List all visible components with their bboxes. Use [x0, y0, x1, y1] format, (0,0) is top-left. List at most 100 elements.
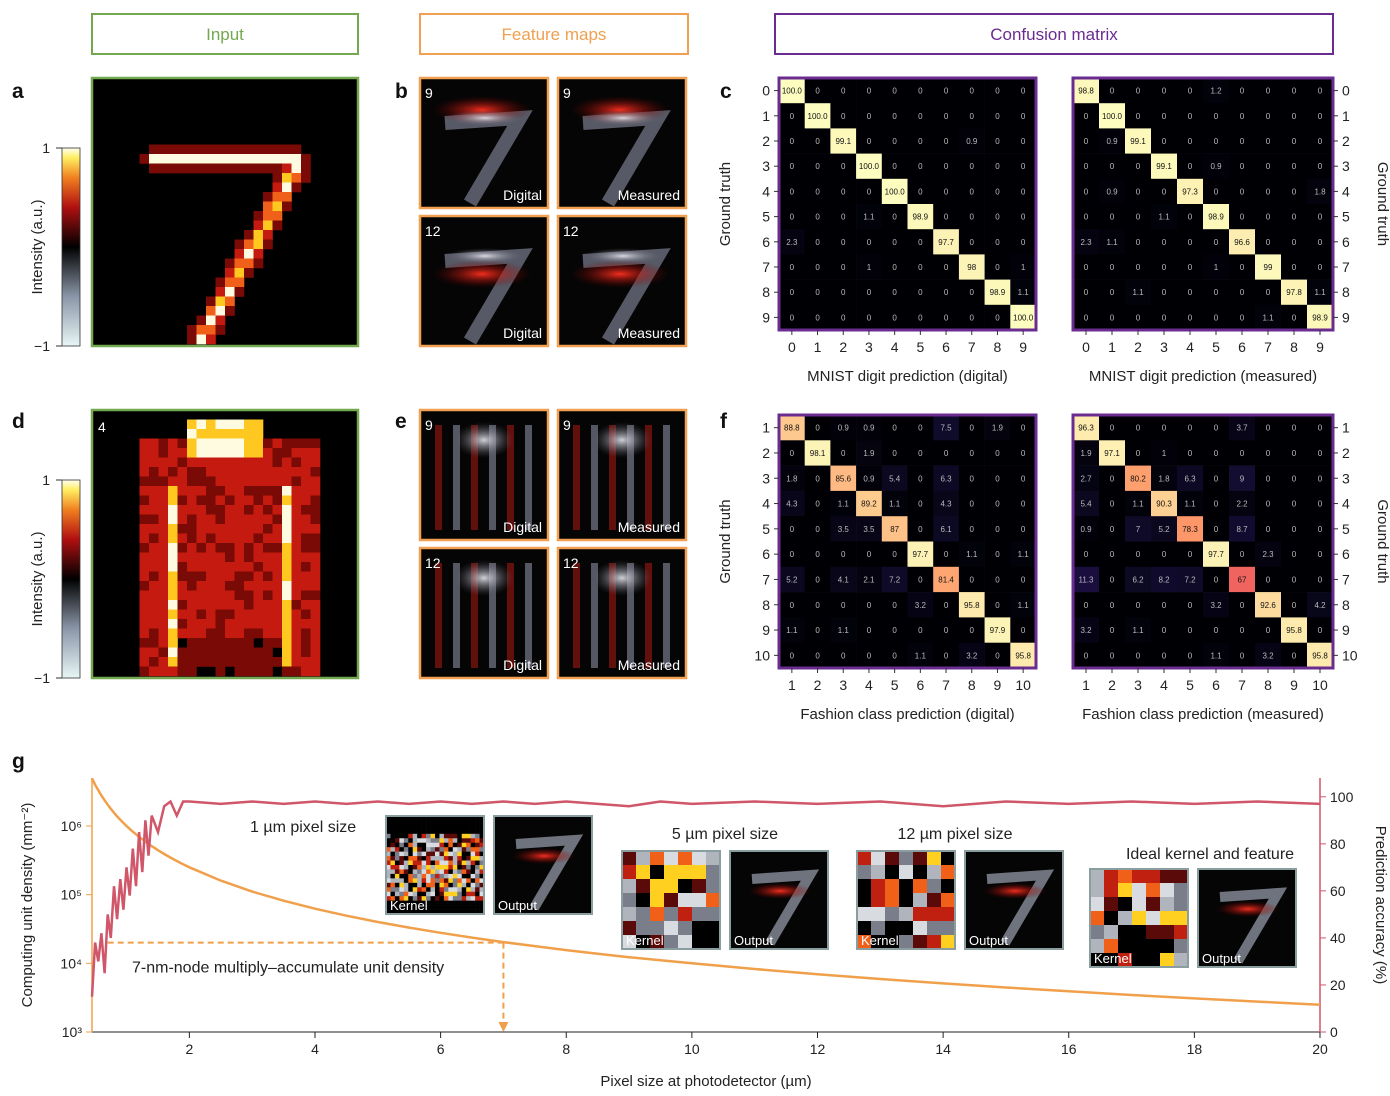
kernel-pixel: [471, 856, 476, 861]
pixel: [206, 572, 216, 582]
pixel: [187, 638, 197, 648]
feature-streak: [525, 563, 532, 668]
pixel: [168, 439, 178, 449]
pixel: [263, 657, 273, 667]
kernel-pixel: [448, 887, 453, 892]
pixel: [225, 164, 235, 174]
cell-label: 1: [1021, 263, 1026, 272]
cell-label: 0: [995, 449, 1000, 458]
cell-label: 0: [1021, 424, 1026, 433]
kernel-pixel: [466, 834, 471, 839]
cell-label: 0: [892, 424, 897, 433]
kernel-pixel: [1174, 897, 1188, 911]
kernel-pixel: [408, 883, 413, 888]
cell-label: 0: [815, 500, 820, 509]
pixel: [216, 278, 226, 288]
kernel-pixel: [678, 879, 692, 893]
kernel-pixel: [404, 852, 409, 857]
row-label: 2: [1342, 445, 1350, 461]
kernel-pixel: [457, 861, 462, 866]
pixel: [263, 543, 273, 553]
pixel: [140, 467, 150, 477]
cell-label: 0: [918, 137, 923, 146]
cell-label: 0: [944, 263, 949, 272]
pixel: [311, 619, 321, 629]
kernel-pixel: [408, 892, 413, 897]
pixel: [197, 610, 207, 620]
kernel-pixel: [435, 856, 440, 861]
feature-number: 9: [563, 417, 571, 433]
kernel-pixel: [444, 896, 449, 901]
col-label: 7: [1264, 339, 1272, 355]
cell-label: 0: [944, 187, 949, 196]
row-label: 8: [762, 597, 770, 613]
cell-label: 0: [1110, 550, 1115, 559]
kernel-pixel: [422, 829, 427, 834]
cell-label: 0: [1162, 87, 1167, 96]
kernel-pixel: [927, 921, 941, 935]
kernel-pixel: [692, 893, 706, 907]
cell-label: 1.1: [1210, 651, 1222, 660]
pixel: [206, 306, 216, 316]
page: {"headers":["Input","Feature maps","Conf…: [0, 0, 1390, 1096]
matrix-title: Fashion class prediction (digital): [800, 706, 1014, 723]
pixel: [159, 638, 169, 648]
cell-label: 100.0: [1013, 313, 1034, 322]
cell-label: 99.1: [1156, 162, 1172, 171]
pixel: [178, 600, 188, 610]
pixel: [235, 543, 245, 553]
pixel: [159, 486, 169, 496]
x-tick-label: 12: [810, 1041, 826, 1057]
pixel: [254, 524, 264, 534]
kernel-pixel: [435, 896, 440, 901]
kernel-pixel: [1104, 925, 1118, 939]
cell-label: 0: [1021, 162, 1026, 171]
cell-label: 4.2: [1314, 601, 1326, 610]
cell-label: 98: [967, 263, 976, 272]
pixel: [292, 439, 302, 449]
kernel-pixel: [413, 843, 418, 848]
pixel: [225, 629, 235, 639]
pixel: [292, 496, 302, 506]
pixel: [216, 164, 226, 174]
pixel: [311, 505, 321, 515]
kernel-pixel: [622, 851, 636, 865]
pixel: [225, 600, 235, 610]
kernel-pixel: [885, 907, 899, 921]
pixel: [187, 325, 197, 335]
output-blob: [983, 883, 1047, 899]
kernel-pixel: [435, 829, 440, 834]
kernel-pixel: [871, 879, 885, 893]
kernel-pixel: [664, 851, 678, 865]
pixel: [235, 486, 245, 496]
row-label: 0: [762, 83, 770, 99]
pixel: [216, 648, 226, 658]
kernel-pixel: [1160, 953, 1174, 967]
pixel: [197, 429, 207, 439]
pixel: [159, 515, 169, 525]
pixel: [216, 553, 226, 563]
kernel-pixel: [466, 843, 471, 848]
pixel: [282, 515, 292, 525]
pixel: [187, 600, 197, 610]
pixel: [263, 553, 273, 563]
feature-blob: [445, 248, 525, 264]
cell-label: 0: [1240, 213, 1245, 222]
cell-label: 0: [790, 313, 795, 322]
pixel: [282, 439, 292, 449]
kernel-pixel: [457, 865, 462, 870]
feature-blob: [592, 560, 652, 596]
cell-label: 0: [1136, 651, 1141, 660]
kernel-pixel: [435, 861, 440, 866]
cell-label: 0: [995, 162, 1000, 171]
inset-title: 5 µm pixel size: [672, 826, 778, 843]
cell-label: 0: [1162, 313, 1167, 322]
kernel-pixel: [692, 851, 706, 865]
cell-label: 0: [1266, 162, 1271, 171]
cell-label: 0: [1318, 500, 1323, 509]
pixel: [168, 515, 178, 525]
pixel: [263, 221, 273, 231]
kernel-pixel: [395, 829, 400, 834]
cell-label: 0: [1318, 626, 1323, 635]
kernel-pixel: [664, 893, 678, 907]
